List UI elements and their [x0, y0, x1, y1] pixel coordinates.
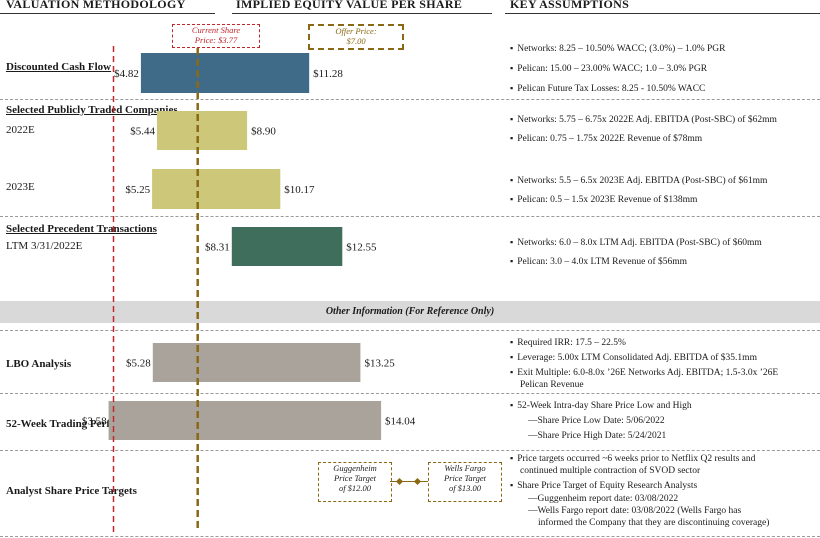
trading-2022-bullet: Pelican: 0.75 – 1.75x 2022E Revenue of $… — [510, 132, 777, 145]
high-value-label: $11.28 — [313, 68, 343, 80]
separator-line — [0, 330, 820, 331]
header-rule-left — [0, 13, 215, 14]
trading-2022-bullet: Networks: 5.75 – 6.75x 2022E Adj. EBITDA… — [510, 113, 777, 126]
separator-line — [0, 216, 820, 217]
precedent-assumptions: Networks: 6.0 – 8.0x LTM Adj. EBITDA (Po… — [510, 236, 762, 268]
range-bar — [152, 169, 281, 209]
guggenheim-report-date: —Guggenheim report date: 03/08/2022 — [528, 494, 679, 504]
label-2022e: 2022E — [6, 124, 35, 136]
trading-2023-bullet: Networks: 5.5 – 6.5x 2023E Adj. EBITDA (… — [510, 174, 767, 187]
current-price-label-1: Current Share — [191, 25, 241, 35]
label-precedent: Selected Precedent Transactions — [6, 223, 157, 235]
wells-fargo-report-date: —Wells Fargo report date: 03/08/2022 (We… — [528, 506, 742, 516]
guggenheim-target-callout: Guggenheim Price Target of $12.00 — [318, 462, 392, 502]
separator-line — [0, 450, 820, 451]
wells-fargo-line-1: Wells Fargo — [444, 463, 486, 473]
high-value-label: $8.90 — [251, 126, 276, 138]
trading-2022-assumptions: Networks: 5.75 – 6.75x 2022E Adj. EBITDA… — [510, 113, 777, 145]
header-key-assumptions: KEY ASSUMPTIONS — [510, 0, 630, 11]
guggenheim-line-1: Guggenheim — [333, 463, 377, 473]
label-ltm: LTM 3/31/2022E — [6, 240, 83, 252]
low-value-label: $3.58 — [82, 416, 107, 428]
offer-price-callout: Offer Price: $7.00 — [308, 24, 404, 50]
week52-assumptions: 52-Week Intra-day Share Price Low and Hi… — [510, 399, 691, 442]
dcf-assumptions: Networks: 8.25 – 10.50% WACC; (3.0%) – 1… — [510, 42, 726, 95]
wells-fargo-line-2: Price Target — [443, 473, 487, 483]
analyst-bullet: Price targets occurred ~6 weeks prior to… — [510, 452, 769, 465]
dcf-bullet: Networks: 8.25 – 10.50% WACC; (3.0%) – 1… — [510, 42, 725, 55]
wells-fargo-target-callout: Wells Fargo Price Target of $13.00 — [428, 462, 502, 502]
guggenheim-line-2: Price Target — [333, 473, 377, 483]
header-rule-mid — [232, 13, 492, 14]
analyst-bullet-continued: continued multiple contraction of SVOD s… — [520, 466, 701, 476]
analyst-connector — [390, 481, 428, 482]
lbo-bullet: Required IRR: 17.5 – 22.5% — [510, 336, 778, 349]
lbo-assumptions: Required IRR: 17.5 – 22.5% Leverage: 5.0… — [510, 336, 778, 391]
wells-fargo-coverage-note: informed the Company that they are disco… — [538, 518, 770, 528]
low-value-label: $5.25 — [125, 184, 150, 196]
separator-line — [0, 99, 820, 100]
separator-line — [0, 536, 820, 537]
high-value-label: $13.25 — [365, 358, 396, 370]
high-value-label: $14.04 — [385, 416, 416, 428]
precedent-bullet: Pelican: 3.0 – 4.0x LTM Revenue of $56mm — [510, 255, 762, 268]
low-value-label: $5.44 — [130, 126, 155, 138]
current-price-callout: Current Share Price: $3.77 — [172, 24, 260, 48]
lbo-bullet-continued: Pelican Revenue — [520, 380, 584, 390]
lbo-bullet: Leverage: 5.00x LTM Consolidated Adj. EB… — [510, 351, 778, 364]
analyst-assumptions: Price targets occurred ~6 weeks prior to… — [510, 452, 769, 529]
header-rule-right — [505, 13, 820, 14]
current-price-label-2: Price: $3.77 — [194, 35, 238, 45]
label-2023e: 2023E — [6, 181, 35, 193]
low-value-label: $5.28 — [126, 358, 151, 370]
high-value-label: $12.55 — [346, 242, 377, 254]
dcf-bullet: Pelican Future Tax Losses: 8.25 - 10.50%… — [510, 82, 726, 95]
precedent-bullet: Networks: 6.0 – 8.0x LTM Adj. EBITDA (Po… — [510, 236, 762, 249]
low-value-label: $8.31 — [205, 242, 230, 254]
offer-price-label-1: Offer Price: — [335, 26, 377, 36]
range-bar — [152, 343, 361, 382]
high-value-label: $10.17 — [284, 184, 315, 196]
offer-price-label-2: $7.00 — [346, 36, 366, 46]
header-methodology: VALUATION METHODOLOGY — [6, 0, 186, 11]
header-implied-value: IMPLIED EQUITY VALUE PER SHARE — [236, 0, 463, 11]
analyst-bullet: Share Price Target of Equity Research An… — [510, 479, 769, 492]
trading-2023-bullet: Pelican: 0.5 – 1.5x 2023E Revenue of $13… — [510, 193, 767, 206]
label-dcf: Discounted Cash Flow — [6, 61, 112, 73]
label-analyst-targets: Analyst Share Price Targets — [6, 485, 137, 497]
separator-line — [0, 393, 820, 394]
range-bar — [108, 401, 382, 440]
week52-high-date: —Share Price High Date: 5/24/2021 — [528, 431, 667, 441]
range-bar — [140, 53, 310, 93]
label-trading-comps: Selected Publicly Traded Companies — [6, 104, 178, 116]
range-bar — [231, 227, 343, 266]
reference-band-label: Other Information (For Reference Only) — [325, 306, 495, 317]
reference-band — [0, 301, 820, 323]
dcf-bullet: Pelican: 15.00 – 23.00% WACC; 1.0 – 3.0%… — [510, 62, 726, 75]
week52-bullet: 52-Week Intra-day Share Price Low and Hi… — [510, 399, 691, 412]
lbo-bullet: Exit Multiple: 6.0-8.0x ’26E Networks Ad… — [510, 366, 778, 379]
trading-2023-assumptions: Networks: 5.5 – 6.5x 2023E Adj. EBITDA (… — [510, 174, 767, 206]
range-bar — [157, 111, 248, 150]
low-value-label: $4.82 — [114, 68, 139, 80]
wells-fargo-line-3: of $13.00 — [448, 483, 482, 493]
week52-low-date: —Share Price Low Date: 5/06/2022 — [528, 416, 665, 426]
label-lbo: LBO Analysis — [6, 358, 72, 370]
guggenheim-line-3: of $12.00 — [338, 483, 372, 493]
